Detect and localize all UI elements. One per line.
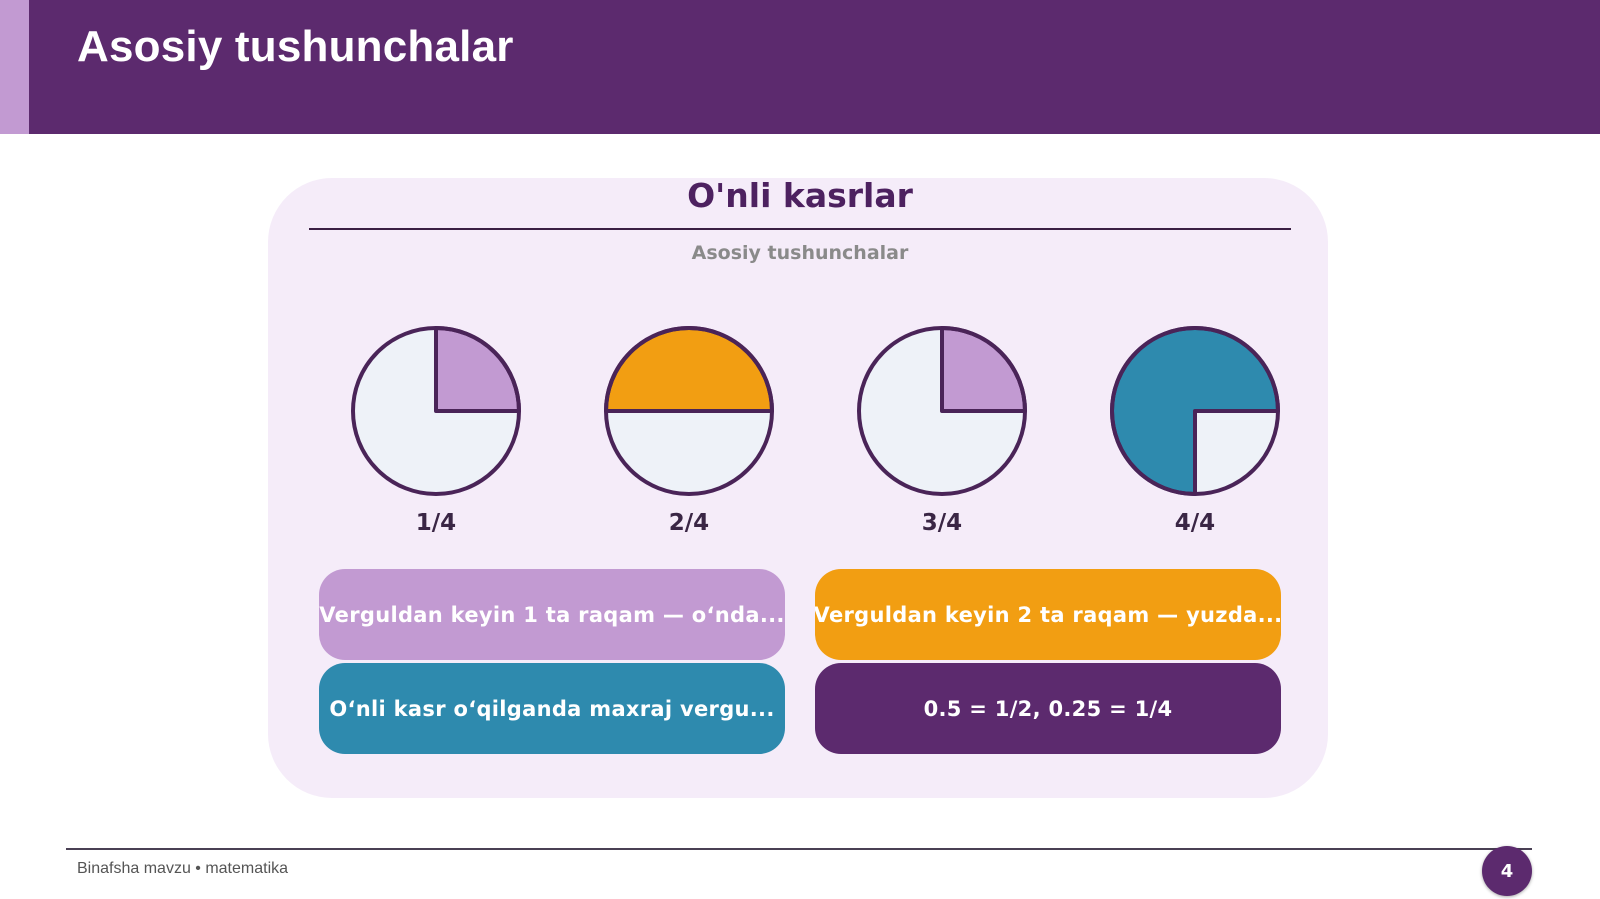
info-pill-reading: O‘nli kasr o‘qilganda maxraj vergu... bbox=[319, 663, 785, 754]
pie-label-4: 4/4 bbox=[1174, 510, 1216, 536]
footer-caption: Binafsha mavzu • matematika bbox=[77, 860, 289, 877]
pie-label-1: 1/4 bbox=[415, 510, 457, 536]
card-title: O'nli kasrlar bbox=[687, 176, 913, 215]
info-pill-text: Verguldan keyin 1 ta raqam — o‘nda... bbox=[319, 602, 785, 627]
header-bar bbox=[0, 0, 1600, 134]
info-pill-examples: 0.5 = 1/2, 0.25 = 1/4 bbox=[815, 663, 1281, 754]
info-pill-text: Verguldan keyin 2 ta raqam — yuzda... bbox=[815, 602, 1281, 627]
info-pill-text: 0.5 = 1/2, 0.25 = 1/4 bbox=[923, 696, 1173, 721]
page-title: Asosiy tushunchalar bbox=[77, 22, 514, 71]
pie-label-3: 3/4 bbox=[921, 510, 963, 536]
header-accent-stripe bbox=[0, 0, 29, 134]
page-number-badge: 4 bbox=[1482, 846, 1532, 896]
info-pill-text: O‘nli kasr o‘qilganda maxraj vergu... bbox=[329, 696, 775, 721]
footer-divider bbox=[66, 848, 1532, 850]
info-pill-hundredths: Verguldan keyin 2 ta raqam — yuzda... bbox=[815, 569, 1281, 660]
card-title-divider bbox=[309, 228, 1291, 230]
card-subtitle: Asosiy tushunchalar bbox=[691, 242, 909, 264]
pie-label-2: 2/4 bbox=[668, 510, 710, 536]
info-pill-tenths: Verguldan keyin 1 ta raqam — o‘nda... bbox=[319, 569, 785, 660]
